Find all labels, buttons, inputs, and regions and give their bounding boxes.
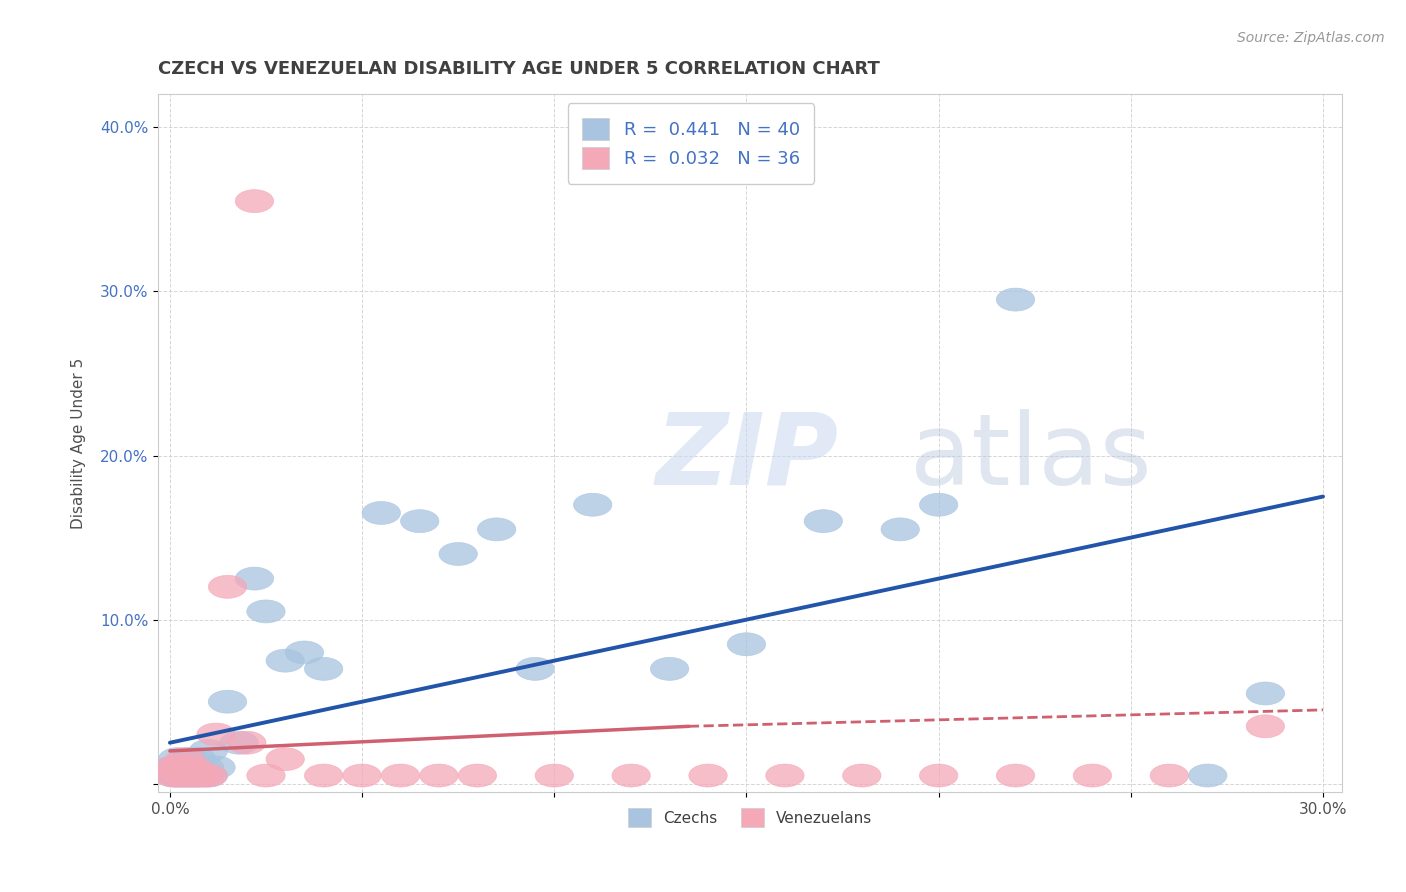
Ellipse shape <box>305 657 343 681</box>
Ellipse shape <box>159 764 197 787</box>
Ellipse shape <box>188 739 228 763</box>
Ellipse shape <box>882 518 920 541</box>
Ellipse shape <box>1150 764 1188 787</box>
Ellipse shape <box>401 509 439 533</box>
Ellipse shape <box>208 690 247 714</box>
Ellipse shape <box>197 756 235 779</box>
Ellipse shape <box>166 747 204 771</box>
Ellipse shape <box>235 567 274 591</box>
Ellipse shape <box>1073 764 1112 787</box>
Ellipse shape <box>170 764 208 787</box>
Ellipse shape <box>766 764 804 787</box>
Ellipse shape <box>920 764 957 787</box>
Ellipse shape <box>186 764 224 787</box>
Ellipse shape <box>177 764 217 787</box>
Ellipse shape <box>612 764 651 787</box>
Ellipse shape <box>478 518 516 541</box>
Ellipse shape <box>247 600 285 623</box>
Ellipse shape <box>170 764 208 787</box>
Ellipse shape <box>420 764 458 787</box>
Ellipse shape <box>155 756 193 779</box>
Ellipse shape <box>651 657 689 681</box>
Ellipse shape <box>266 747 305 771</box>
Ellipse shape <box>536 764 574 787</box>
Ellipse shape <box>997 288 1035 311</box>
Text: ZIP: ZIP <box>655 409 838 506</box>
Ellipse shape <box>574 493 612 516</box>
Ellipse shape <box>162 764 201 787</box>
Ellipse shape <box>997 764 1035 787</box>
Ellipse shape <box>170 747 208 771</box>
Ellipse shape <box>159 756 197 779</box>
Ellipse shape <box>285 641 323 664</box>
Ellipse shape <box>155 756 193 779</box>
Ellipse shape <box>228 731 266 755</box>
Ellipse shape <box>235 190 274 212</box>
Ellipse shape <box>174 756 212 779</box>
Ellipse shape <box>170 756 208 779</box>
Ellipse shape <box>305 764 343 787</box>
Ellipse shape <box>174 764 212 787</box>
Ellipse shape <box>381 764 420 787</box>
Ellipse shape <box>174 756 212 779</box>
Ellipse shape <box>458 764 496 787</box>
Ellipse shape <box>188 764 228 787</box>
Ellipse shape <box>727 632 766 656</box>
Ellipse shape <box>804 509 842 533</box>
Ellipse shape <box>208 575 247 599</box>
Ellipse shape <box>842 764 882 787</box>
Text: atlas: atlas <box>655 409 1152 506</box>
Ellipse shape <box>516 657 554 681</box>
Ellipse shape <box>266 649 305 673</box>
Ellipse shape <box>920 493 957 516</box>
Ellipse shape <box>343 764 381 787</box>
Ellipse shape <box>155 764 193 787</box>
Ellipse shape <box>166 764 204 787</box>
Ellipse shape <box>689 764 727 787</box>
Text: CZECH VS VENEZUELAN DISABILITY AGE UNDER 5 CORRELATION CHART: CZECH VS VENEZUELAN DISABILITY AGE UNDER… <box>159 60 880 78</box>
Ellipse shape <box>177 747 217 771</box>
Y-axis label: Disability Age Under 5: Disability Age Under 5 <box>72 358 86 529</box>
Ellipse shape <box>186 756 224 779</box>
Ellipse shape <box>181 764 219 787</box>
Ellipse shape <box>363 501 401 524</box>
Ellipse shape <box>247 764 285 787</box>
Ellipse shape <box>166 756 204 779</box>
Ellipse shape <box>181 764 219 787</box>
Text: Source: ZipAtlas.com: Source: ZipAtlas.com <box>1237 31 1385 45</box>
Ellipse shape <box>162 764 201 787</box>
Ellipse shape <box>188 764 228 787</box>
Ellipse shape <box>177 764 217 787</box>
Ellipse shape <box>439 542 478 566</box>
Ellipse shape <box>166 764 204 787</box>
Ellipse shape <box>174 764 212 787</box>
Ellipse shape <box>159 764 197 787</box>
Ellipse shape <box>162 756 201 779</box>
Ellipse shape <box>1188 764 1227 787</box>
Legend: Czechs, Venezuelans: Czechs, Venezuelans <box>623 802 879 833</box>
Ellipse shape <box>155 764 193 787</box>
Ellipse shape <box>219 731 259 755</box>
Ellipse shape <box>1246 714 1285 738</box>
Ellipse shape <box>162 756 201 779</box>
Ellipse shape <box>1246 682 1285 705</box>
Ellipse shape <box>197 723 235 746</box>
Ellipse shape <box>159 747 197 771</box>
